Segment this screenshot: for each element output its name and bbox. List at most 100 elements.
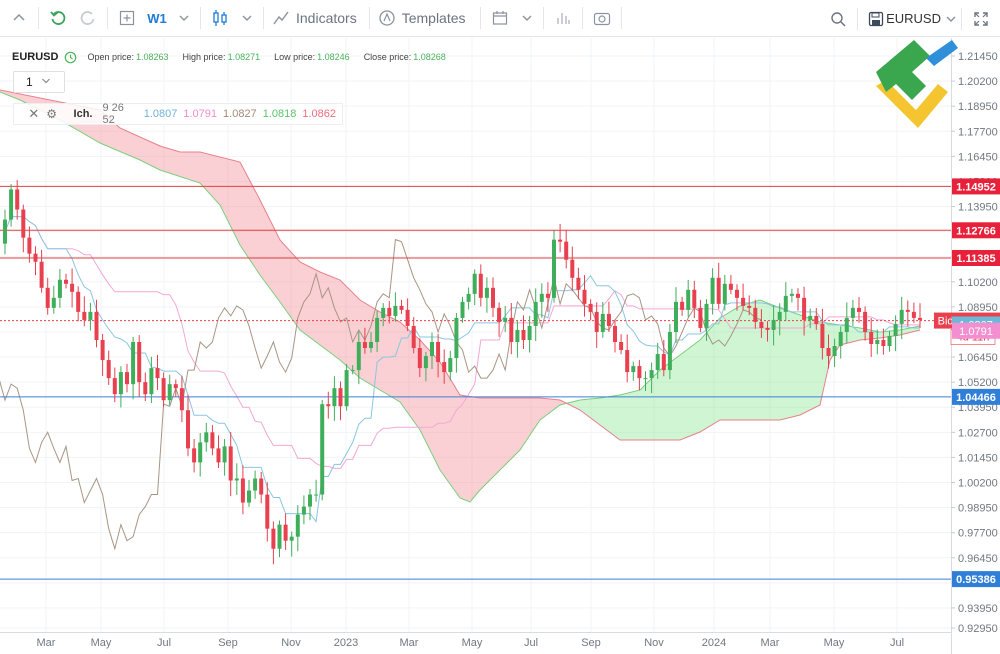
x-tick-label: Sep xyxy=(581,637,601,649)
indicator-value: 1.0807 xyxy=(143,108,178,120)
divider xyxy=(38,7,39,29)
candle-body xyxy=(94,311,99,340)
close-icon[interactable]: ✕ xyxy=(28,106,40,121)
candle-body xyxy=(869,331,874,345)
candle-body xyxy=(332,388,337,407)
divider xyxy=(107,7,108,29)
collapse-icon[interactable] xyxy=(4,0,34,37)
senkou-span-b-line xyxy=(0,89,921,441)
candle-body xyxy=(503,317,508,322)
candle-body xyxy=(460,301,465,318)
candle-body xyxy=(777,311,782,320)
candle-body xyxy=(722,283,727,304)
y-tick-label: 1.03950 xyxy=(958,402,998,414)
candle-body xyxy=(613,325,617,342)
x-tick-label: Mar xyxy=(400,637,419,649)
y-tick-label: 1.16450 xyxy=(958,151,998,163)
chevron-down-icon[interactable] xyxy=(235,0,259,37)
timeframe-button[interactable]: W1 xyxy=(147,10,167,26)
kijun-tag-label: 1.0791 xyxy=(959,326,993,338)
candle-body xyxy=(106,360,111,379)
candle-body xyxy=(125,372,129,385)
ohlc-legend: EURUSD Open price: 1.08263 High price: 1… xyxy=(0,48,460,66)
candle-body xyxy=(442,362,447,373)
logo-green-mark xyxy=(876,40,930,100)
add-chart-icon[interactable] xyxy=(112,0,142,37)
candle-body xyxy=(857,307,861,312)
candle-body xyxy=(667,331,672,371)
candle-body xyxy=(155,368,160,379)
time-axis[interactable]: Mar May Jul Sep Nov 2023 Mar May Jul Sep Nov 2024 Ma… xyxy=(0,632,951,650)
chevron-down-icon xyxy=(946,16,956,22)
search-icon[interactable] xyxy=(823,0,853,37)
indicator-value: 1.0862 xyxy=(302,108,336,120)
candle-body xyxy=(314,494,319,496)
candle-body xyxy=(753,307,758,322)
candle-body xyxy=(796,293,800,298)
candle-body xyxy=(417,348,422,369)
candle-body xyxy=(167,384,172,401)
symbol-selector[interactable]: EURUSD xyxy=(862,0,957,37)
chikou-span-line xyxy=(0,238,762,551)
candles xyxy=(3,180,922,565)
candle-body xyxy=(710,277,715,304)
undo-icon[interactable] xyxy=(43,0,73,37)
camera-icon[interactable] xyxy=(587,0,617,37)
candle-body xyxy=(362,342,367,349)
candle-body xyxy=(216,448,221,463)
y-tick-label: 1.10200 xyxy=(958,277,998,289)
candle-body xyxy=(643,378,648,380)
redo-icon[interactable] xyxy=(73,0,103,37)
level-tag xyxy=(952,388,1000,405)
chevron-down-icon[interactable] xyxy=(172,0,196,37)
candle-body xyxy=(802,297,807,320)
candle-body xyxy=(149,368,154,395)
candle-body xyxy=(228,446,233,481)
x-tick-label: Nov xyxy=(281,637,301,649)
top-toolbar: W1 Indicators Templates EURUS xyxy=(0,0,1000,37)
x-tick-label: 2024 xyxy=(702,637,726,649)
candle-body xyxy=(436,342,441,363)
candle-body xyxy=(137,342,142,383)
indicator-value: 1.0827 xyxy=(223,108,257,120)
candles-icon[interactable] xyxy=(205,0,235,37)
symbol-area: EURUSD xyxy=(823,0,1000,37)
candle-body xyxy=(454,317,459,359)
candle-body xyxy=(661,354,666,371)
candle-body xyxy=(301,506,306,515)
candle-body xyxy=(82,311,87,320)
indicators-button[interactable]: Indicators xyxy=(268,0,365,37)
candle-body xyxy=(430,342,434,357)
candle-body xyxy=(600,313,605,332)
candle-body xyxy=(899,309,904,324)
candle-body xyxy=(179,388,184,411)
horizontal-levels[interactable] xyxy=(0,185,951,580)
price-axis[interactable]: 1.214501.202001.189501.177001.164501.152… xyxy=(951,38,1000,654)
y-tick-label: 1.05200 xyxy=(958,377,998,389)
fullscreen-icon[interactable] xyxy=(966,0,996,37)
candle-body xyxy=(344,370,349,407)
bar-chart-icon[interactable] xyxy=(548,0,578,37)
indicator-value: 1.0818 xyxy=(262,108,297,120)
candle-body xyxy=(210,432,215,449)
candle-body xyxy=(545,293,550,298)
candle-body xyxy=(472,273,477,294)
candle-body xyxy=(186,410,190,449)
x-tick-label: May xyxy=(91,637,112,649)
candle-body xyxy=(466,293,471,302)
candle-body xyxy=(728,283,733,290)
candle-body xyxy=(820,323,825,349)
candle-body xyxy=(198,442,203,463)
timeframe-select[interactable]: 1 xyxy=(13,71,65,93)
templates-label: Templates xyxy=(401,10,466,26)
candle-body xyxy=(88,311,93,320)
legend-symbol: EURUSD xyxy=(12,51,59,63)
close-label: Close price: xyxy=(363,52,412,62)
templates-button[interactable]: Templates xyxy=(374,0,476,37)
chevron-down-icon[interactable] xyxy=(515,0,539,37)
calendar-icon[interactable] xyxy=(485,0,515,37)
candle-body xyxy=(515,329,520,342)
gear-icon[interactable]: ⚙ xyxy=(46,107,58,121)
